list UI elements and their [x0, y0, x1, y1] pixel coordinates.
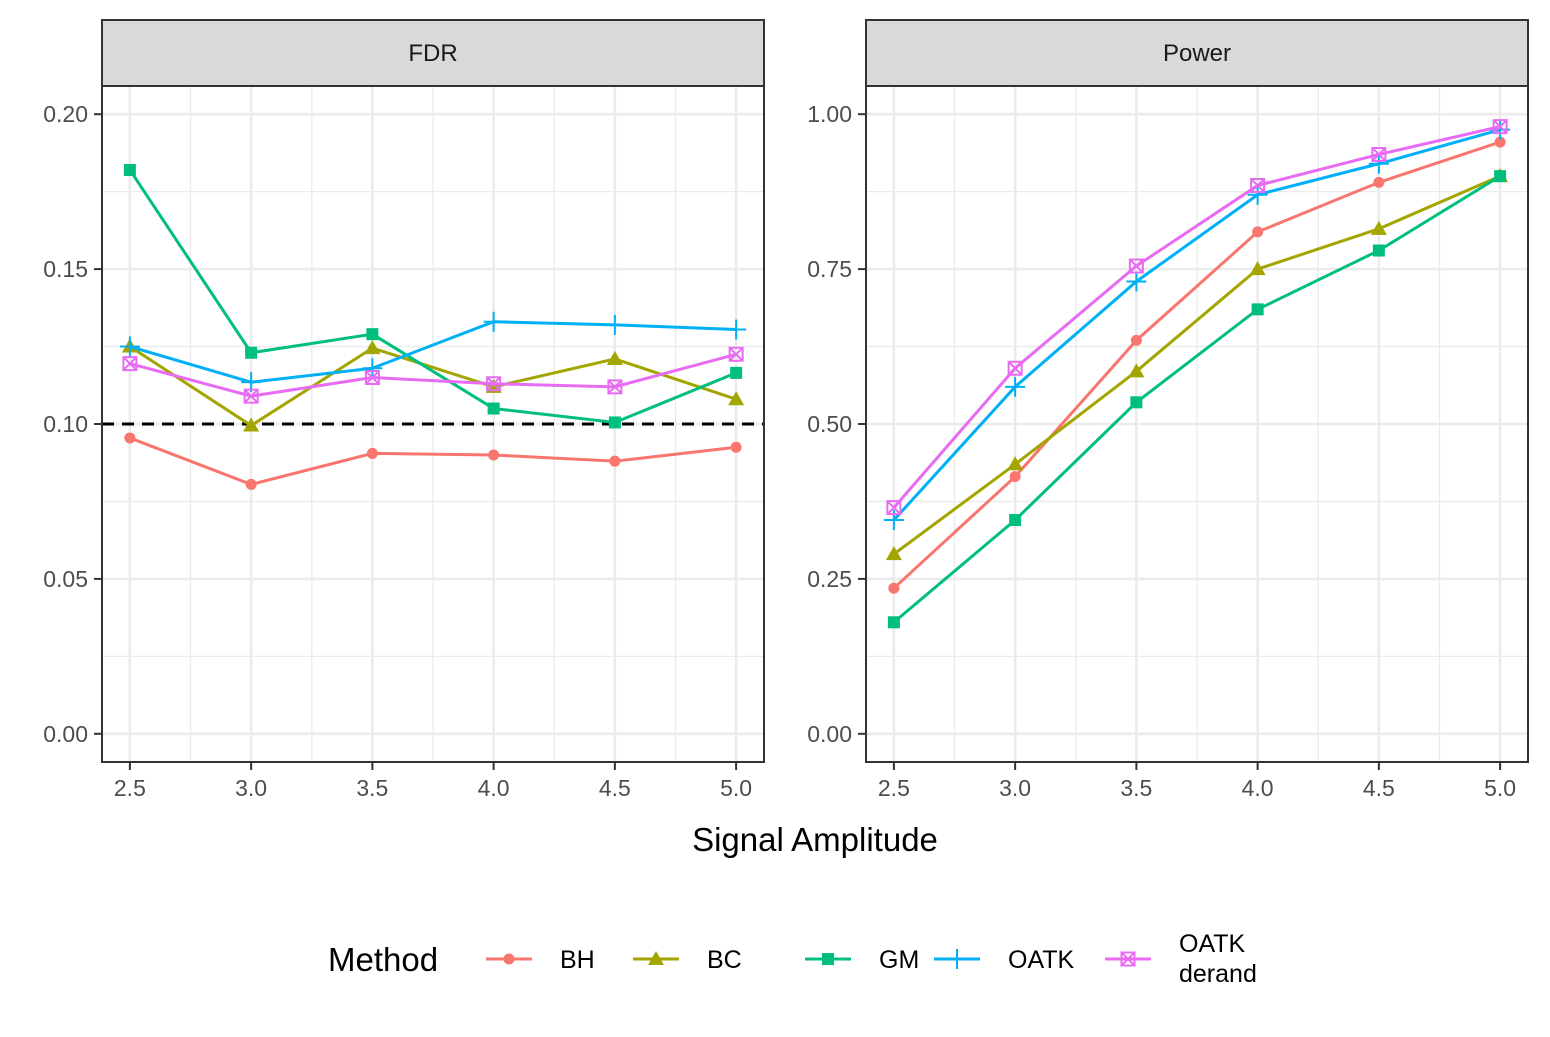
- panel-power: Power 0.00 0.25 0.50 0.75 1.00 2.5 3.0 3.5 4.0 4.5…: [807, 20, 1528, 801]
- legend-label: BH: [560, 946, 595, 974]
- data-point-bh: [609, 456, 620, 467]
- legend-label: OATK: [1008, 946, 1075, 974]
- y-tick-label: 0.15: [43, 256, 88, 282]
- data-point-gm: [1252, 303, 1264, 315]
- data-point-bh: [888, 583, 899, 594]
- data-point-bh: [367, 448, 378, 459]
- x-tick-label: 3.5: [1120, 775, 1152, 801]
- data-point-gm: [1494, 170, 1506, 182]
- legend-title: Method: [328, 941, 438, 978]
- y-tick-label: 0.25: [807, 566, 852, 592]
- y-tick-label: 1.00: [807, 101, 852, 127]
- data-point-gm: [245, 347, 257, 359]
- x-tick-label: 4.5: [599, 775, 631, 801]
- legend-item-bc: BC: [633, 946, 742, 974]
- data-point-bh: [1131, 335, 1142, 346]
- y-tick-label: 0.00: [807, 721, 852, 747]
- data-point-bh: [1252, 226, 1263, 237]
- legend-label: BC: [707, 946, 742, 974]
- data-point-gm: [488, 403, 500, 415]
- y-tick-label: 0.75: [807, 256, 852, 282]
- faceted-line-chart: FDR 0.00 0.05 0.10 0.15 0.20 2.5 3.0 3.5 4.0 4.5 5.…: [0, 0, 1550, 1032]
- data-point-gm: [366, 328, 378, 340]
- x-tick-label: 3.5: [356, 775, 388, 801]
- data-point-bh: [1010, 471, 1021, 482]
- data-point-gm: [124, 164, 136, 176]
- figure: FDR 0.00 0.05 0.10 0.15 0.20 2.5 3.0 3.5 4.0 4.5 5.…: [0, 0, 1550, 1032]
- data-point-gm: [1009, 514, 1021, 526]
- legend-item-oatk-derand: OATK derand: [1105, 930, 1257, 988]
- data-point-bh: [1373, 177, 1384, 188]
- x-tick-label: 5.0: [1484, 775, 1516, 801]
- x-tick-label: 3.0: [235, 775, 267, 801]
- data-point-gm: [609, 416, 621, 428]
- legend-label: GM: [879, 946, 919, 974]
- data-point-gm: [1130, 396, 1142, 408]
- y-tick-label: 0.05: [43, 566, 88, 592]
- legend-item-oatk: OATK: [934, 946, 1075, 974]
- legend-key-marker: [504, 954, 515, 965]
- y-tick-label: 0.00: [43, 721, 88, 747]
- legend: Method BH BC GM OATK OATK derand: [328, 930, 1257, 988]
- x-tick-label: 4.5: [1363, 775, 1395, 801]
- x-axis-title: Signal Amplitude: [692, 821, 938, 858]
- data-point-bh: [124, 432, 135, 443]
- legend-key-marker: [947, 949, 967, 969]
- data-point-gm: [730, 367, 742, 379]
- data-point-gm: [1373, 245, 1385, 257]
- legend-item-bh: BH: [486, 946, 595, 974]
- strip-title: FDR: [408, 40, 457, 67]
- y-tick-label: 0.50: [807, 411, 852, 437]
- x-tick-label: 2.5: [114, 775, 146, 801]
- x-tick-label: 3.0: [999, 775, 1031, 801]
- x-tick-label: 4.0: [1242, 775, 1274, 801]
- legend-item-gm: GM: [805, 946, 919, 974]
- data-point-gm: [888, 616, 900, 628]
- y-tick-label: 0.20: [43, 101, 88, 127]
- x-tick-label: 5.0: [720, 775, 752, 801]
- x-tick-label: 2.5: [878, 775, 910, 801]
- data-point-bh: [731, 442, 742, 453]
- legend-key-marker: [822, 953, 834, 965]
- legend-label: OATK derand: [1179, 930, 1257, 988]
- y-tick-label: 0.10: [43, 411, 88, 437]
- data-point-bh: [246, 479, 257, 490]
- data-point-bh: [488, 449, 499, 460]
- strip-title: Power: [1163, 40, 1231, 67]
- panel-fdr: FDR 0.00 0.05 0.10 0.15 0.20 2.5 3.0 3.5 4.0 4.5 5.…: [43, 20, 764, 801]
- x-tick-label: 4.0: [478, 775, 510, 801]
